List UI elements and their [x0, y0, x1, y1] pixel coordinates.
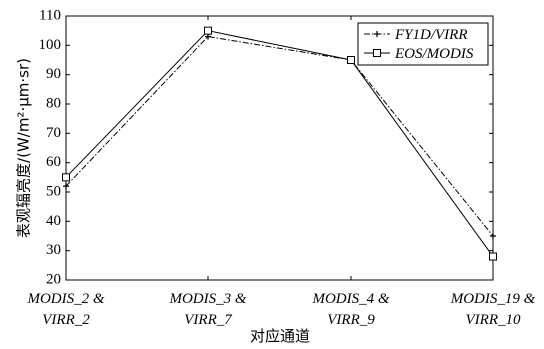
- x-tick-label: MODIS_3 &: [168, 291, 246, 307]
- x-tick-label: VIRR_9: [327, 312, 375, 328]
- x-tick-label: VIRR_2: [42, 312, 90, 328]
- series-line-0: [65, 35, 494, 237]
- x-tick-label: MODIS_2 &: [26, 291, 104, 307]
- y-tick-label: 90: [46, 66, 61, 82]
- series-layer: [62, 26, 497, 261]
- y-tick-label: 40: [46, 213, 61, 229]
- data-point-plus: [490, 233, 496, 239]
- legend-label-fy1d: FY1D/VIRR: [394, 27, 468, 43]
- series-line-1: [65, 30, 494, 257]
- data-point-square: [489, 252, 497, 261]
- y-tick-label: 100: [39, 37, 62, 53]
- y-tick-label: 110: [39, 7, 61, 23]
- data-point-square: [62, 173, 70, 182]
- y-axis-title: 表观辐亮度/(W/m²·μm·sr): [15, 58, 33, 238]
- x-axis: MODIS_2 & VIRR_2 MODIS_3 & VIRR_7 MODIS_4 & V…: [26, 16, 536, 328]
- x-axis-title: 对应通道: [250, 327, 310, 345]
- legend: FY1D/VIRR EOS/MODIS: [357, 22, 489, 66]
- plot-frame: [65, 15, 494, 281]
- data-point-plus: [63, 183, 69, 190]
- x-tick-label: MODIS_19 &: [450, 291, 536, 307]
- legend-label-eos: EOS/MODIS: [394, 46, 474, 62]
- legend-marker-eos: [373, 49, 381, 57]
- y-tick-label: 30: [46, 242, 61, 258]
- y-tick-label: 50: [46, 183, 61, 199]
- data-point-square: [204, 26, 212, 35]
- legend-box: [357, 22, 489, 66]
- data-point-square: [347, 56, 355, 64]
- legend-marker-fy1d: [374, 31, 380, 37]
- x-tick-label: MODIS_4 &: [311, 291, 389, 307]
- y-tick-label: 70: [46, 125, 61, 141]
- y-tick-label: 80: [46, 95, 61, 111]
- x-tick-label: VIRR_10: [466, 312, 521, 328]
- y-axis: 20 30 40 50 60 70 80 90 100 110: [39, 7, 493, 287]
- x-tick-label: VIRR_7: [184, 312, 233, 328]
- y-tick-label: 60: [46, 154, 61, 170]
- y-tick-label: 20: [46, 271, 61, 287]
